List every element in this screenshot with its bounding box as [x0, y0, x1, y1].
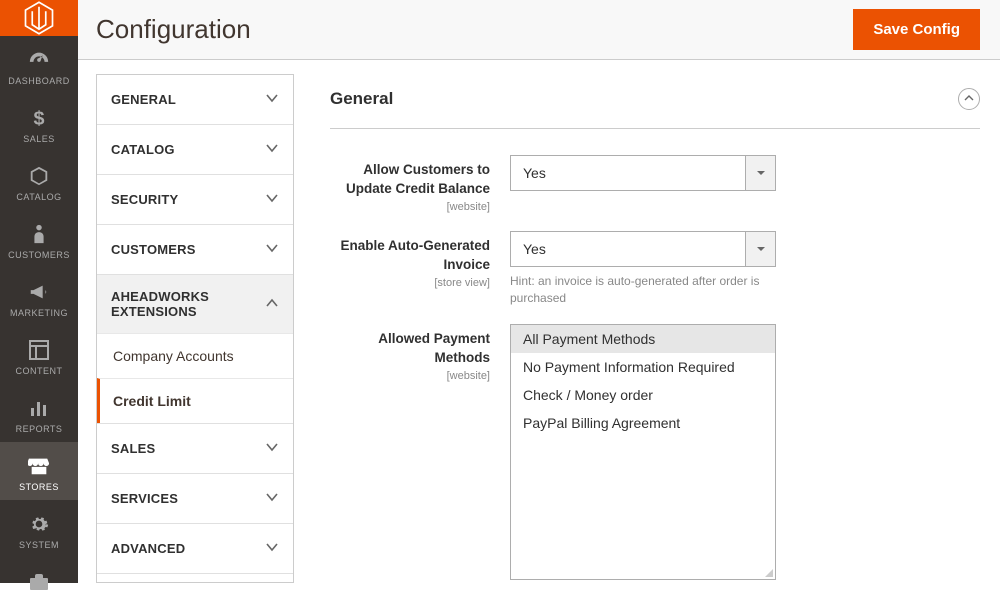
admin-sidebar: DASHBOARD $ SALES CATALOG CUSTOMERS MARKETING… — [0, 0, 78, 583]
page-header: Configuration Save Config — [78, 0, 1000, 60]
config-section-catalog[interactable]: CATALOG — [97, 125, 293, 174]
briefcase-icon — [29, 568, 49, 596]
field-scope: [website] — [330, 201, 490, 213]
config-section-label: SERVICES — [111, 491, 178, 506]
config-section-label: AHEADWORKS EXTENSIONS — [111, 289, 265, 319]
person-icon — [31, 220, 47, 248]
config-section-services[interactable]: SERVICES — [97, 474, 293, 523]
config-subitem-company-accounts[interactable]: Company Accounts — [97, 333, 293, 378]
config-section-label: CATALOG — [111, 142, 175, 157]
nav-label: CUSTOMERS — [8, 250, 70, 260]
nav-label: REPORTS — [16, 424, 63, 434]
field-hint: Hint: an invoice is auto-generated after… — [510, 273, 776, 307]
chevron-up-icon — [265, 294, 279, 315]
page-title: Configuration — [96, 14, 251, 45]
nav-item-content[interactable]: CONTENT — [0, 326, 78, 384]
nav-label: SALES — [23, 134, 55, 144]
field-scope: [website] — [330, 370, 490, 382]
nav-item-system[interactable]: SYSTEM — [0, 500, 78, 558]
config-section-label: GENERAL — [111, 92, 176, 107]
field-allow-update-credit-balance: Allow Customers to Update Credit Balance… — [330, 155, 980, 213]
chevron-down-icon — [745, 232, 775, 266]
config-section-advanced[interactable]: ADVANCED — [97, 524, 293, 573]
allowed-methods-multiselect[interactable]: All Payment MethodsNo Payment Informatio… — [510, 324, 776, 580]
nav-item-partners[interactable] — [0, 558, 78, 606]
auto-invoice-select[interactable]: Yes — [510, 231, 776, 267]
config-section-customers[interactable]: CUSTOMERS — [97, 225, 293, 274]
gauge-icon — [28, 46, 50, 74]
field-allowed-payment-methods: Allowed Payment Methods [website] All Pa… — [330, 324, 980, 580]
chevron-down-icon — [745, 156, 775, 190]
nav-label: CONTENT — [16, 366, 63, 376]
config-section-label: SALES — [111, 441, 155, 456]
select-value: Yes — [511, 232, 745, 266]
bars-icon — [29, 394, 49, 422]
config-section-label: SECURITY — [111, 192, 178, 207]
select-value: Yes — [511, 156, 745, 190]
megaphone-icon — [28, 278, 50, 306]
multiselect-option[interactable]: No Payment Information Required — [511, 353, 775, 381]
field-label: Allowed Payment Methods — [330, 330, 490, 368]
nav-item-customers[interactable]: CUSTOMERS — [0, 210, 78, 268]
nav-item-stores[interactable]: STORES — [0, 442, 78, 500]
nav-label: CATALOG — [16, 192, 61, 202]
chevron-down-icon — [265, 89, 279, 110]
config-section-sales[interactable]: SALES — [97, 424, 293, 473]
nav-item-catalog[interactable]: CATALOG — [0, 152, 78, 210]
field-label: Enable Auto-Generated Invoice — [330, 237, 490, 275]
field-enable-auto-invoice: Enable Auto-Generated Invoice [store vie… — [330, 231, 980, 307]
store-icon — [28, 452, 50, 480]
chevron-down-icon — [265, 239, 279, 260]
config-section-label: ADVANCED — [111, 541, 185, 556]
chevron-down-icon — [265, 438, 279, 459]
chevron-down-icon — [265, 488, 279, 509]
main-area: Configuration Save Config GENERAL CATALOG… — [78, 0, 1000, 583]
chevron-down-icon — [265, 538, 279, 559]
config-section-security[interactable]: SECURITY — [97, 175, 293, 224]
multiselect-option[interactable]: PayPal Billing Agreement — [511, 409, 775, 437]
nav-label: MARKETING — [10, 308, 68, 318]
config-section-label: CUSTOMERS — [111, 242, 196, 257]
section-title: General — [330, 89, 393, 109]
config-subitem-credit-limit[interactable]: Credit Limit — [97, 378, 293, 423]
nav-label: SYSTEM — [19, 540, 59, 550]
section-header[interactable]: General — [330, 80, 980, 129]
config-section-general[interactable]: GENERAL — [97, 75, 293, 124]
chevron-down-icon — [265, 139, 279, 160]
resize-handle[interactable] — [763, 567, 773, 577]
gear-icon — [29, 510, 49, 538]
nav-item-marketing[interactable]: MARKETING — [0, 268, 78, 326]
nav-item-reports[interactable]: REPORTS — [0, 384, 78, 442]
config-section-aheadworks-extensions[interactable]: AHEADWORKS EXTENSIONS — [97, 275, 293, 333]
save-config-button[interactable]: Save Config — [853, 9, 980, 50]
content-panel: General Allow Customers to Update Credit… — [294, 74, 1000, 583]
field-label: Allow Customers to Update Credit Balance — [330, 161, 490, 199]
nav-label: DASHBOARD — [8, 76, 70, 86]
allow-update-select[interactable]: Yes — [510, 155, 776, 191]
nav-label: STORES — [19, 482, 59, 492]
multiselect-option[interactable]: Check / Money order — [511, 381, 775, 409]
dollar-icon: $ — [32, 104, 46, 132]
field-scope: [store view] — [330, 277, 490, 289]
chevron-down-icon — [265, 189, 279, 210]
multiselect-option[interactable]: All Payment Methods — [511, 325, 775, 353]
collapse-section-button[interactable] — [958, 88, 980, 110]
layout-icon — [29, 336, 49, 364]
cube-icon — [28, 162, 50, 190]
svg-text:$: $ — [33, 108, 44, 129]
nav-item-dashboard[interactable]: DASHBOARD — [0, 36, 78, 94]
nav-item-sales[interactable]: $ SALES — [0, 94, 78, 152]
config-sidebar: GENERAL CATALOG SECURITY CUSTOMERS AHEADWORK… — [96, 74, 294, 583]
magento-logo[interactable] — [0, 0, 78, 36]
